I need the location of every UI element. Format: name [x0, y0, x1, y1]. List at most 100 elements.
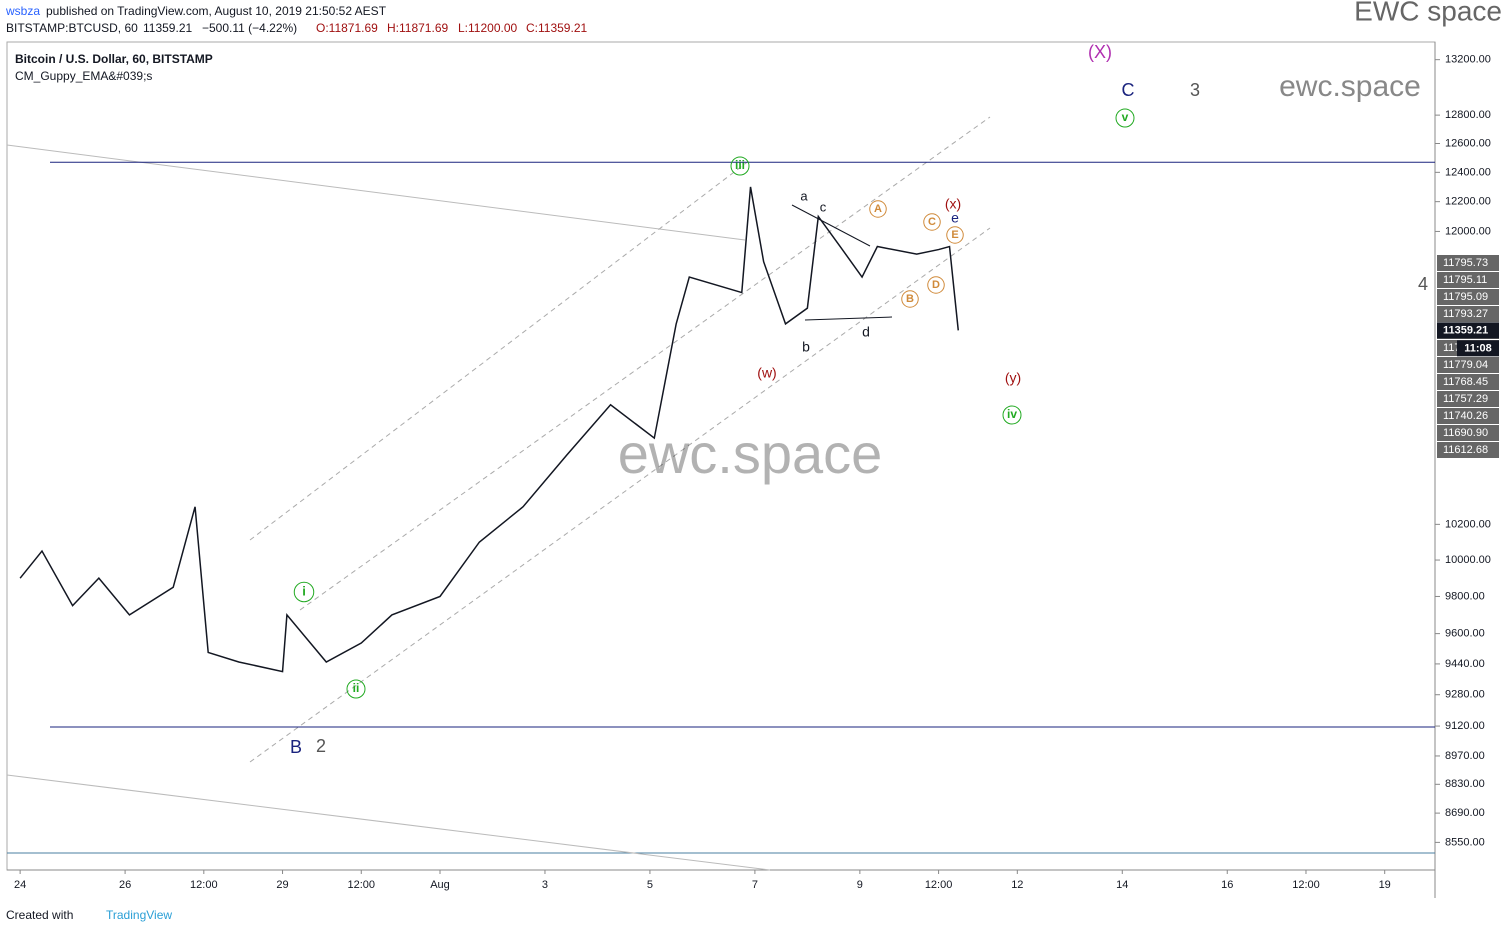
y-tick-label: 13200.00	[1445, 54, 1491, 66]
price-label-box	[1437, 272, 1499, 288]
channel-line	[249, 159, 751, 541]
x-tick-label: Aug	[430, 879, 450, 891]
x-tick-label: 12:00	[925, 879, 953, 891]
x-tick-label: 19	[1379, 879, 1391, 891]
annotation-circle	[1115, 108, 1135, 128]
y-tick-label: 12600.00	[1445, 137, 1491, 149]
wave-label: v	[1122, 110, 1129, 124]
countdown: 11:08	[1464, 342, 1492, 354]
annotation-circle	[923, 213, 941, 231]
annotation-circle	[1002, 405, 1022, 425]
open: O:11871.69	[316, 21, 378, 35]
legend-series: Bitcoin / U.S. Dollar, 60, BITSTAMP	[15, 52, 213, 66]
x-tick-label: 14	[1116, 879, 1128, 891]
wave-label: E	[951, 229, 958, 241]
footer-text: Created with	[6, 908, 73, 922]
price-label: 11612.68	[1443, 444, 1488, 456]
wave-label: iii	[735, 158, 745, 172]
y-tick-label: 12400.00	[1445, 166, 1491, 178]
x-tick-label: 3	[542, 879, 548, 891]
watermark: ewc.space	[618, 422, 883, 485]
y-tick-label: 8830.00	[1445, 778, 1485, 790]
annotation-circle	[293, 581, 315, 603]
wave-label: C	[1122, 80, 1135, 100]
annotation-circle	[927, 276, 945, 294]
price-label-box	[1437, 425, 1499, 441]
price-label-box	[1437, 391, 1499, 407]
price-label: 11690.90	[1443, 427, 1488, 439]
y-tick-label: 8690.00	[1445, 807, 1485, 819]
last-price: 11359.21	[143, 21, 192, 35]
price-label-box	[1437, 442, 1499, 458]
current-price-label: 11359.21	[1443, 324, 1488, 336]
price-label: 11795.11	[1443, 274, 1487, 286]
published: published on TradingView.com, August 10,…	[46, 4, 387, 18]
triangle-line	[791, 204, 871, 247]
y-tick-label: 10200.00	[1445, 518, 1491, 530]
x-tick-label: 12	[1011, 879, 1023, 891]
x-tick-label: 9	[857, 879, 863, 891]
x-tick-label: 12:00	[1292, 879, 1320, 891]
x-tick-label: 16	[1221, 879, 1233, 891]
wave-label: 3	[1190, 80, 1200, 100]
annotation-circle	[869, 200, 887, 218]
x-tick-label: 24	[14, 879, 26, 891]
price-line	[19, 186, 960, 673]
x-tick-label: 7	[752, 879, 758, 891]
y-tick-label: 10000.00	[1445, 554, 1491, 566]
wave-label: d	[862, 324, 870, 340]
price-label-box	[1437, 357, 1499, 373]
wave-label: ii	[353, 681, 360, 695]
annotation-circle	[946, 226, 964, 244]
y-tick-label: 8970.00	[1445, 750, 1485, 762]
wave-label: (w)	[757, 365, 776, 381]
annotation-circle	[346, 679, 366, 699]
wave-label: A	[874, 203, 882, 215]
wave-label: a	[800, 188, 808, 203]
price-label: 11793.27	[1443, 308, 1488, 320]
footer-logo[interactable]: TradingView	[106, 908, 172, 922]
y-tick-label: 12200.00	[1445, 196, 1491, 208]
price-label: 11768.45	[1443, 376, 1488, 388]
y-tick-label: 9280.00	[1445, 689, 1485, 701]
x-tick-label: 29	[276, 879, 288, 891]
countdown-box	[1457, 340, 1499, 357]
low: L:11200.00	[458, 21, 517, 35]
wave-label: b	[802, 339, 810, 355]
y-tick-label: 9800.00	[1445, 590, 1485, 602]
price-label-box	[1437, 255, 1499, 271]
close: C:11359.21	[526, 21, 587, 35]
wave-label: D	[932, 279, 940, 291]
current-price-box	[1437, 322, 1499, 339]
x-tick-label: 12:00	[348, 879, 376, 891]
trend-line	[6, 774, 771, 871]
trend-line	[6, 144, 746, 241]
wave-label: (x)	[945, 196, 961, 212]
channel-line	[249, 227, 991, 763]
annotation-circle	[730, 156, 750, 176]
publisher[interactable]: wsbza	[5, 4, 40, 18]
price-label-box	[1437, 306, 1499, 322]
high: H:11871.69	[387, 21, 448, 35]
price-label: 11757.29	[1443, 393, 1488, 405]
wave-label: B	[290, 737, 302, 757]
triangle-line	[804, 316, 893, 321]
y-tick-label: 12800.00	[1445, 109, 1491, 121]
x-tick-label: 12:00	[190, 879, 218, 891]
price-label: 11779.04	[1443, 359, 1488, 371]
y-tick-label: 8550.00	[1445, 836, 1485, 848]
wave-label: C	[928, 216, 936, 228]
price-label-box	[1437, 374, 1499, 390]
y-tick-label: 9600.00	[1445, 628, 1485, 640]
wave-label: B	[906, 293, 914, 305]
y-tick-label: 9440.00	[1445, 658, 1485, 670]
annotation-circle	[901, 290, 919, 308]
y-tick-label: 12000.00	[1445, 225, 1491, 237]
brand: EWC space	[1354, 0, 1502, 26]
x-tick-label: 5	[647, 879, 653, 891]
wave-label: e	[951, 210, 959, 226]
wave-label: iv	[1007, 407, 1017, 421]
y-tick-label: 9120.00	[1445, 720, 1485, 732]
wave-label: i	[302, 583, 306, 598]
